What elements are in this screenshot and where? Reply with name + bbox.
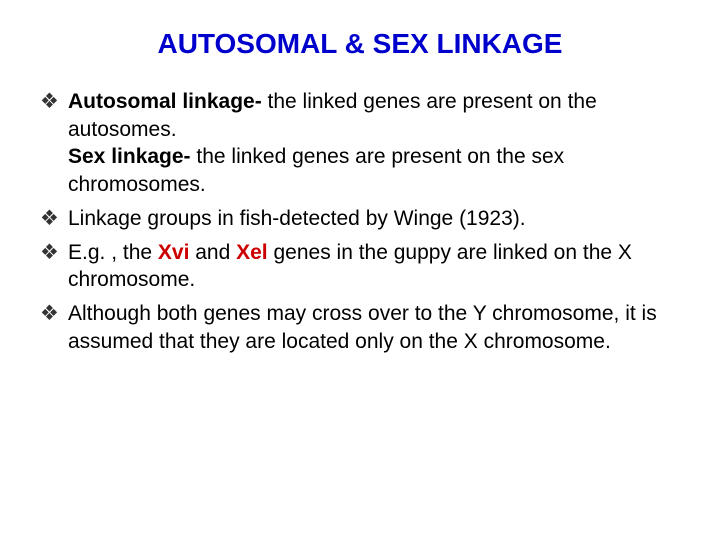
body-text: Although both genes may cross over to th… [68, 302, 657, 353]
bullet-item: Autosomal linkage- the linked genes are … [68, 88, 680, 199]
body-text: E.g. , the [68, 241, 158, 264]
bold-text: Sex linkage- [68, 145, 196, 168]
body-text: Linkage groups in fish-detected by Winge… [68, 207, 526, 230]
slide-title: AUTOSOMAL & SEX LINKAGE [40, 28, 680, 60]
body-text: and [195, 241, 236, 264]
highlight-text: Xvi [158, 241, 195, 264]
highlight-text: Xel [236, 241, 273, 264]
slide: AUTOSOMAL & SEX LINKAGE Autosomal linkag… [0, 0, 720, 540]
bullet-item: Linkage groups in fish-detected by Winge… [68, 205, 680, 233]
bullet-list: Autosomal linkage- the linked genes are … [40, 88, 680, 355]
bullet-item: E.g. , the Xvi and Xel genes in the gupp… [68, 239, 680, 294]
bold-text: Autosomal linkage- [68, 90, 268, 113]
bullet-item: Although both genes may cross over to th… [68, 300, 680, 355]
